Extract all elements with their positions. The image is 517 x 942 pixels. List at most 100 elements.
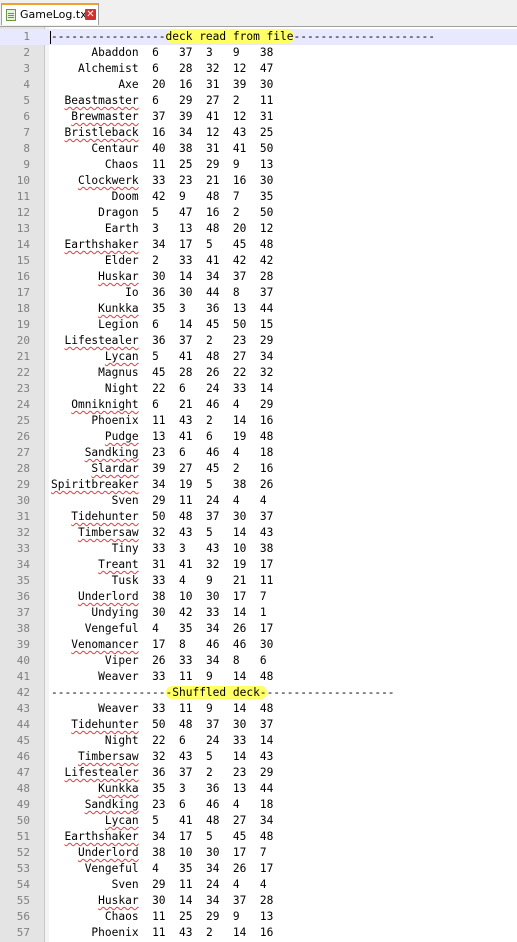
line-text: Slardar 39 27 45 2 16 xyxy=(51,461,273,477)
editor-line[interactable]: 36 Underlord 38 10 30 17 7 xyxy=(0,589,517,605)
editor-line[interactable]: 13 Earth 3 13 48 20 12 xyxy=(0,221,517,237)
card-stat: 45 xyxy=(232,238,260,251)
card-stat: 17 xyxy=(259,558,274,571)
editor-line[interactable]: 11 Doom 42 9 48 7 35 xyxy=(0,189,517,205)
editor-line[interactable]: 14 Earthshaker 34 17 5 45 48 xyxy=(0,237,517,253)
editor-line[interactable]: 24 Omniknight 6 21 46 4 29 xyxy=(0,397,517,413)
editor-line[interactable]: 12 Dragon 5 47 16 2 50 xyxy=(0,205,517,221)
editor-line[interactable]: 19 Legion 6 14 45 50 15 xyxy=(0,317,517,333)
editor-line[interactable]: 23 Night 22 6 24 33 14 xyxy=(0,381,517,397)
editor-line[interactable]: 49 Sandking 23 6 46 4 18 xyxy=(0,797,517,813)
editor-line[interactable]: 4 Axe 20 16 31 39 30 xyxy=(0,77,517,93)
editor-line[interactable]: 21 Lycan 5 41 48 27 34 xyxy=(0,349,517,365)
editor-line[interactable]: 6 Brewmaster 37 39 41 12 31 xyxy=(0,109,517,125)
editor-line[interactable]: 54 Sven 29 11 24 4 4 xyxy=(0,877,517,893)
editor-line[interactable]: 28 Slardar 39 27 45 2 16 xyxy=(0,461,517,477)
editor-line[interactable]: 39 Venomancer 17 8 46 46 30 xyxy=(0,637,517,653)
card-stat: 41 xyxy=(205,110,233,123)
line-text: Tidehunter 50 48 37 30 37 xyxy=(51,509,273,525)
editor-line[interactable]: 9 Chaos 11 25 29 9 13 xyxy=(0,157,517,173)
editor-line[interactable]: 34 Treant 31 41 32 19 17 xyxy=(0,557,517,573)
editor-line[interactable]: 41 Weaver 33 11 9 14 48 xyxy=(0,669,517,685)
editor-line[interactable]: 44 Tidehunter 50 48 37 30 37 xyxy=(0,717,517,733)
editor-line[interactable]: 29 Spiritbreaker 34 19 5 38 26 xyxy=(0,477,517,493)
editor-line[interactable]: 40 Viper 26 33 34 8 6 xyxy=(0,653,517,669)
line-text: Phoenix 11 43 2 14 16 xyxy=(51,413,273,429)
file-tab[interactable]: GameLog.txt ✕ xyxy=(1,3,99,25)
editor-line[interactable]: 26 Pudge 13 41 6 19 48 xyxy=(0,429,517,445)
editor-line[interactable]: 1 -----------------deck read from file---… xyxy=(0,29,517,45)
editor-line[interactable]: 37 Undying 30 42 33 14 1 xyxy=(0,605,517,621)
card-stat: 34 xyxy=(205,270,233,283)
editor-line[interactable]: 45 Night 22 6 24 33 14 xyxy=(0,733,517,749)
card-stat: 44 xyxy=(259,302,274,315)
line-number: 33 xyxy=(16,542,30,555)
card-stat: 11 xyxy=(179,702,206,715)
editor-line[interactable]: 30 Sven 29 11 24 4 4 xyxy=(0,493,517,509)
editor-line[interactable]: 48 Kunkka 35 3 36 13 44 xyxy=(0,781,517,797)
editor-line[interactable]: 22 Magnus 45 28 26 22 32 xyxy=(0,365,517,381)
card-stat: 48 xyxy=(179,510,206,523)
card-stat: 6 xyxy=(152,94,180,107)
card-stat: 7 xyxy=(259,590,274,603)
card-stat: 29 xyxy=(259,398,274,411)
line-number: 16 xyxy=(16,270,30,283)
editor-line[interactable]: 8 Centaur 40 38 31 41 50 xyxy=(0,141,517,157)
editor-line[interactable]: 52 Underlord 38 10 30 17 7 xyxy=(0,845,517,861)
line-number: 10 xyxy=(16,174,30,187)
editor-line[interactable]: 32 Timbersaw 32 43 5 14 43 xyxy=(0,525,517,541)
card-name: Axe xyxy=(118,78,139,91)
card-stat: 47 xyxy=(179,206,206,219)
editor-line[interactable]: 33 Tiny 33 3 43 10 38 xyxy=(0,541,517,557)
editor-line[interactable]: 53 Vengeful 4 35 34 26 17 xyxy=(0,861,517,877)
card-stat: 23 xyxy=(232,334,260,347)
card-stat: 9 xyxy=(205,702,233,715)
card-stat: 39 xyxy=(232,78,260,91)
card-stat: 6 xyxy=(152,46,180,59)
card-stat: 22 xyxy=(152,382,180,395)
close-icon[interactable]: ✕ xyxy=(85,9,96,20)
card-name: Sven xyxy=(111,878,139,891)
card-stat: 50 xyxy=(259,206,274,219)
editor-line[interactable]: 2 Abaddon 6 37 3 9 38 xyxy=(0,45,517,61)
editor-line[interactable]: 17 Io 36 30 44 8 37 xyxy=(0,285,517,301)
editor-line[interactable]: 43 Weaver 33 11 9 14 48 xyxy=(0,701,517,717)
line-number: 19 xyxy=(16,318,30,331)
highlighted-text: deck read from file xyxy=(165,30,294,43)
editor-line[interactable]: 38 Vengeful 4 35 34 26 17 xyxy=(0,621,517,637)
editor-line[interactable]: 56 Chaos 11 25 29 9 13 xyxy=(0,909,517,925)
card-stat: 17 xyxy=(232,846,260,859)
card-stat: 25 xyxy=(179,910,206,923)
card-stat: 50 xyxy=(232,318,260,331)
editor-line[interactable]: 55 Huskar 30 14 34 37 28 xyxy=(0,893,517,909)
line-number: 46 xyxy=(16,750,30,763)
editor-line[interactable]: 5 Beastmaster 6 29 27 2 11 xyxy=(0,93,517,109)
line-number: 48 xyxy=(16,782,30,795)
editor-line[interactable]: 51 Earthshaker 34 17 5 45 48 xyxy=(0,829,517,845)
editor-line[interactable]: 16 Huskar 30 14 34 37 28 xyxy=(0,269,517,285)
card-stat: 48 xyxy=(259,702,274,715)
card-stat: 16 xyxy=(259,414,274,427)
editor-line[interactable]: 27 Sandking 23 6 46 4 18 xyxy=(0,445,517,461)
editor-line[interactable]: 10 Clockwerk 33 23 21 16 30 xyxy=(0,173,517,189)
editor-line[interactable]: 57 Phoenix 11 43 2 14 16 xyxy=(0,925,517,941)
editor-line[interactable]: 46 Timbersaw 32 43 5 14 43 xyxy=(0,749,517,765)
editor-line[interactable]: 50 Lycan 5 41 48 27 34 xyxy=(0,813,517,829)
card-stat: 19 xyxy=(179,478,206,491)
card-stat: 14 xyxy=(232,606,260,619)
text-editor[interactable]: 1 -----------------deck read from file---… xyxy=(0,27,517,942)
editor-line[interactable]: 20 Lifestealer 36 37 2 23 29 xyxy=(0,333,517,349)
card-stat: 47 xyxy=(259,62,274,75)
card-stat: 24 xyxy=(205,878,233,891)
editor-line[interactable]: 31 Tidehunter 50 48 37 30 37 xyxy=(0,509,517,525)
editor-line[interactable]: 47 Lifestealer 36 37 2 23 29 xyxy=(0,765,517,781)
editor-line[interactable]: 15 Elder 2 33 41 42 42 xyxy=(0,253,517,269)
editor-line[interactable]: 42 ------------------Shuffled deck-------… xyxy=(0,685,517,701)
card-stat: 19 xyxy=(232,558,260,571)
editor-line[interactable]: 7 Bristleback 16 34 12 43 25 xyxy=(0,125,517,141)
editor-line[interactable]: 18 Kunkka 35 3 36 13 44 xyxy=(0,301,517,317)
editor-line[interactable]: 3 Alchemist 6 28 32 12 47 xyxy=(0,61,517,77)
editor-line[interactable]: 35 Tusk 33 4 9 21 11 xyxy=(0,573,517,589)
editor-line[interactable]: 25 Phoenix 11 43 2 14 16 xyxy=(0,413,517,429)
card-name: Legion xyxy=(98,318,139,331)
